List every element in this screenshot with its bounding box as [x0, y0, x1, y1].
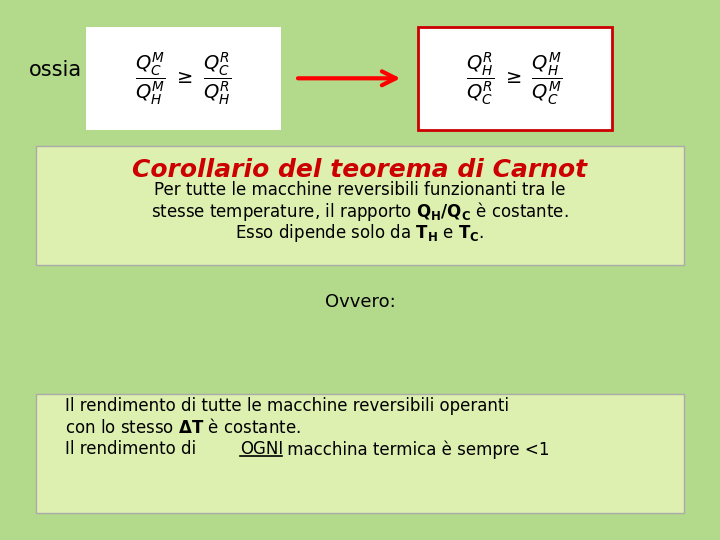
- Text: con lo stesso $\mathbf{\Delta T}$ è costante.: con lo stesso $\mathbf{\Delta T}$ è cost…: [65, 418, 301, 437]
- Text: Corollario del teorema di Carnot: Corollario del teorema di Carnot: [132, 158, 588, 182]
- Text: OGNI: OGNI: [240, 440, 283, 458]
- Text: stesse temperature, il rapporto $\mathbf{Q_H/Q_C}$ è costante.: stesse temperature, il rapporto $\mathbf…: [151, 200, 569, 223]
- Text: Per tutte le macchine reversibili funzionanti tra le: Per tutte le macchine reversibili funzio…: [154, 181, 566, 199]
- FancyBboxPatch shape: [86, 27, 281, 130]
- Text: ossia: ossia: [29, 60, 82, 80]
- FancyBboxPatch shape: [418, 27, 612, 130]
- Text: Ovvero:: Ovvero:: [325, 293, 395, 312]
- Text: Il rendimento di tutte le macchine reversibili operanti: Il rendimento di tutte le macchine rever…: [65, 397, 509, 415]
- FancyBboxPatch shape: [36, 146, 684, 265]
- Text: Esso dipende solo da $\mathbf{T_H}$ e $\mathbf{T_C}$.: Esso dipende solo da $\mathbf{T_H}$ e $\…: [235, 222, 485, 244]
- Text: macchina termica è sempre <1: macchina termica è sempre <1: [282, 440, 550, 458]
- FancyBboxPatch shape: [36, 394, 684, 513]
- Text: Il rendimento di: Il rendimento di: [65, 440, 201, 458]
- Text: $\dfrac{Q_C^M}{Q_H^M}\ \geq\ \dfrac{Q_C^R}{Q_H^R}$: $\dfrac{Q_C^M}{Q_H^M}\ \geq\ \dfrac{Q_C^…: [135, 50, 232, 106]
- Text: $\dfrac{Q_H^R}{Q_C^R}\ \geq\ \dfrac{Q_H^M}{Q_C^M}$: $\dfrac{Q_H^R}{Q_C^R}\ \geq\ \dfrac{Q_H^…: [467, 50, 563, 106]
